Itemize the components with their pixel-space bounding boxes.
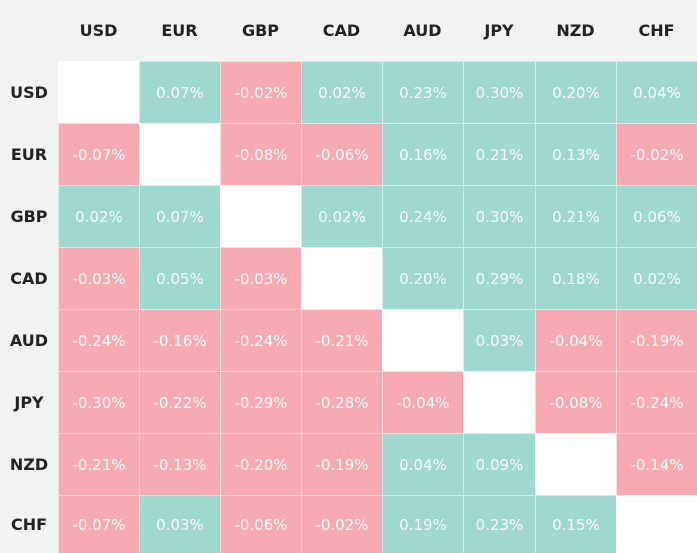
heatmap-cell-chf-jpy: 0.23% (463, 495, 535, 553)
row-header-jpy: JPY (0, 371, 58, 433)
heatmap-cell-cad-gbp: -0.03% (220, 247, 301, 309)
heatmap-cell-gbp-cad: 0.02% (301, 185, 382, 247)
heatmap-cell-aud-chf: -0.19% (616, 309, 697, 371)
heatmap-cell-cad-jpy: 0.29% (463, 247, 535, 309)
column-header-jpy: JPY (463, 0, 535, 61)
row-header-aud: AUD (0, 309, 58, 371)
heatmap-cell-eur-cad: -0.06% (301, 123, 382, 185)
heatmap-cell-gbp-chf: 0.06% (616, 185, 697, 247)
heatmap-cell-cad-chf: 0.02% (616, 247, 697, 309)
heatmap-cell-chf-nzd: 0.15% (535, 495, 616, 553)
heatmap-cell-nzd-aud: 0.04% (382, 433, 463, 495)
heatmap-cell-nzd-chf: -0.14% (616, 433, 697, 495)
heatmap-cell-gbp-eur: 0.07% (139, 185, 220, 247)
row-header-eur: EUR (0, 123, 58, 185)
heatmap-cell-jpy-gbp: -0.29% (220, 371, 301, 433)
heatmap-cell-aud-usd: -0.24% (58, 309, 139, 371)
heatmap-cell-chf-aud: 0.19% (382, 495, 463, 553)
heatmap-cell-chf-gbp: -0.06% (220, 495, 301, 553)
heatmap-cell-chf-cad: -0.02% (301, 495, 382, 553)
column-header-eur: EUR (139, 0, 220, 61)
heatmap-cell-gbp-jpy: 0.30% (463, 185, 535, 247)
heatmap-cell-aud-gbp: -0.24% (220, 309, 301, 371)
heatmap-cell-usd-nzd: 0.20% (535, 61, 616, 123)
heatmap-cell-eur-usd: -0.07% (58, 123, 139, 185)
heatmap-cell-jpy-eur: -0.22% (139, 371, 220, 433)
heatmap-cell-nzd-cad: -0.19% (301, 433, 382, 495)
heatmap-cell-eur-jpy: 0.21% (463, 123, 535, 185)
heatmap-cell-gbp-usd: 0.02% (58, 185, 139, 247)
row-header-gbp: GBP (0, 185, 58, 247)
heatmap-cell-eur-aud: 0.16% (382, 123, 463, 185)
heatmap-cell-aud-jpy: 0.03% (463, 309, 535, 371)
heatmap-cell-jpy-aud: -0.04% (382, 371, 463, 433)
column-header-usd: USD (58, 0, 139, 61)
heatmap-cell-eur-chf: -0.02% (616, 123, 697, 185)
heatmap-cell-jpy-jpy (463, 371, 535, 433)
heatmap-cell-nzd-nzd (535, 433, 616, 495)
heatmap-cell-cad-cad (301, 247, 382, 309)
heatmap-cell-jpy-usd: -0.30% (58, 371, 139, 433)
heatmap-cell-aud-nzd: -0.04% (535, 309, 616, 371)
heatmap-cell-gbp-aud: 0.24% (382, 185, 463, 247)
row-header-usd: USD (0, 61, 58, 123)
heatmap-cell-gbp-gbp (220, 185, 301, 247)
heatmap-cell-jpy-nzd: -0.08% (535, 371, 616, 433)
heatmap-cell-aud-eur: -0.16% (139, 309, 220, 371)
heatmap-cell-cad-eur: 0.05% (139, 247, 220, 309)
row-header-nzd: NZD (0, 433, 58, 495)
heatmap-cell-chf-chf (616, 495, 697, 553)
column-header-gbp: GBP (220, 0, 301, 61)
heatmap-cell-nzd-eur: -0.13% (139, 433, 220, 495)
heatmap-cell-nzd-usd: -0.21% (58, 433, 139, 495)
heatmap-cell-jpy-chf: -0.24% (616, 371, 697, 433)
heatmap-cell-usd-cad: 0.02% (301, 61, 382, 123)
heatmap-cell-usd-eur: 0.07% (139, 61, 220, 123)
column-header-chf: CHF (616, 0, 697, 61)
heatmap-cell-jpy-cad: -0.28% (301, 371, 382, 433)
heatmap-cell-usd-jpy: 0.30% (463, 61, 535, 123)
heatmap-cell-usd-chf: 0.04% (616, 61, 697, 123)
heatmap-cell-usd-gbp: -0.02% (220, 61, 301, 123)
heatmap-cell-gbp-nzd: 0.21% (535, 185, 616, 247)
column-header-nzd: NZD (535, 0, 616, 61)
heatmap-cell-cad-aud: 0.20% (382, 247, 463, 309)
heatmap-cell-eur-gbp: -0.08% (220, 123, 301, 185)
heatmap-cell-aud-cad: -0.21% (301, 309, 382, 371)
row-header-chf: CHF (0, 495, 58, 553)
heatmap-cell-nzd-jpy: 0.09% (463, 433, 535, 495)
heatmap-cell-cad-usd: -0.03% (58, 247, 139, 309)
column-header-cad: CAD (301, 0, 382, 61)
heatmap-cell-cad-nzd: 0.18% (535, 247, 616, 309)
row-header-cad: CAD (0, 247, 58, 309)
heatmap-cell-chf-usd: -0.07% (58, 495, 139, 553)
heatmap-cell-usd-aud: 0.23% (382, 61, 463, 123)
heatmap-cell-nzd-gbp: -0.20% (220, 433, 301, 495)
heatmap-cell-aud-aud (382, 309, 463, 371)
heatmap-cell-eur-nzd: 0.13% (535, 123, 616, 185)
heatmap-cell-chf-eur: 0.03% (139, 495, 220, 553)
heatmap-cell-eur-eur (139, 123, 220, 185)
heatmap-cell-usd-usd (58, 61, 139, 123)
column-header-aud: AUD (382, 0, 463, 61)
